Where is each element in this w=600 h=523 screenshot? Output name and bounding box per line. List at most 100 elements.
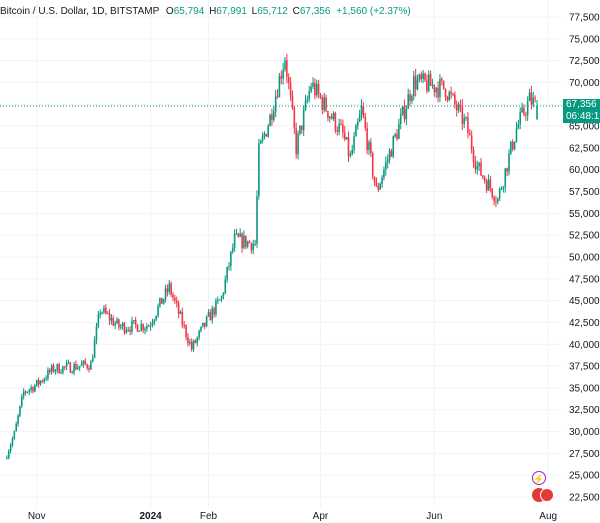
candle-body (366, 128, 368, 151)
candle-body (385, 162, 387, 170)
candle-body (506, 168, 508, 172)
candle-body (224, 279, 227, 294)
candle-body (418, 74, 421, 80)
candle-body (248, 241, 251, 244)
candle-body (377, 186, 380, 190)
candle-body (241, 233, 243, 248)
candle-body (134, 320, 137, 325)
candle-body (390, 150, 393, 157)
candle-body (312, 82, 314, 87)
candle-body (43, 379, 45, 382)
candle-body (480, 162, 482, 176)
candle-body (263, 133, 266, 137)
candle-body (82, 360, 85, 365)
candle-body (190, 341, 193, 350)
candle-body (386, 159, 389, 163)
candle-body (125, 330, 128, 333)
candle-body (299, 125, 301, 134)
candle-body (472, 150, 475, 162)
candle-body (136, 324, 139, 332)
price-tick-label: 77,500 (569, 13, 600, 24)
candle-body (487, 179, 490, 191)
candle-body (259, 140, 262, 144)
price-tick-label: 60,000 (569, 165, 600, 176)
candle-body (526, 101, 529, 116)
candle-body (75, 363, 77, 370)
candle-body (429, 74, 432, 86)
candle-body (211, 308, 213, 321)
candle-body (217, 299, 219, 301)
candle-body (213, 308, 215, 315)
lightning-icon[interactable]: ⚡ (532, 471, 546, 485)
candle-body (147, 326, 150, 328)
candle-body (69, 362, 72, 373)
candle-body (144, 328, 146, 331)
candle-body (153, 319, 156, 323)
candle-body (536, 105, 538, 120)
candle-body (482, 175, 484, 178)
candle-body (502, 187, 505, 189)
candle-body (368, 141, 370, 151)
candle-body (220, 296, 223, 300)
time-tick-label: Jun (426, 511, 442, 522)
candle-body (401, 106, 404, 115)
us-flag-icon-secondary[interactable] (540, 488, 554, 502)
candle-body (362, 106, 365, 117)
candle-body (196, 337, 199, 343)
candle-body (45, 378, 47, 380)
candle-body (463, 117, 465, 124)
candle-body (411, 95, 413, 102)
candle-body (28, 389, 31, 392)
close-label: C (292, 6, 300, 17)
low-value: 65,712 (257, 6, 288, 17)
candle-body (71, 372, 73, 374)
candle-body (194, 340, 197, 343)
candle-body (15, 423, 17, 432)
candle-body (433, 84, 436, 93)
candle-body (452, 94, 454, 96)
candle-body (24, 391, 27, 393)
candle-body (22, 391, 25, 397)
candle-body (95, 326, 98, 341)
candle-body (321, 97, 324, 110)
time-tick-label: Aug (539, 511, 557, 522)
candle-body (297, 133, 299, 155)
candle-body (209, 312, 212, 321)
candle-body (256, 196, 258, 244)
candle-body (351, 149, 353, 155)
candle-body (534, 97, 536, 99)
candle-body (183, 325, 185, 327)
candle-body (301, 125, 303, 131)
candle-body (175, 300, 178, 303)
candle-body (187, 337, 189, 344)
candle-body (105, 307, 107, 313)
candle-body (276, 96, 279, 98)
candle-body (41, 380, 44, 382)
candle-body (146, 326, 148, 329)
price-tick-label: 30,000 (569, 427, 600, 438)
chart-legend: Bitcoin / U.S. Dollar, 1D, BITSTAMP O65,… (0, 6, 411, 17)
candle-body (398, 123, 400, 139)
candle-body (11, 438, 14, 446)
candle-body (461, 105, 464, 124)
candle-body (129, 329, 131, 332)
candle-body (7, 451, 10, 458)
candle-body (67, 362, 70, 364)
candle-body (231, 247, 234, 252)
candle-body (469, 133, 471, 136)
candle-body (435, 87, 437, 93)
candle-body (90, 361, 92, 370)
candle-body (9, 445, 12, 452)
candle-body (73, 363, 75, 373)
candle-body (205, 316, 208, 327)
candle-body (457, 104, 460, 111)
candle-body (35, 379, 38, 386)
candle-body (245, 235, 247, 247)
candle-body (338, 123, 340, 132)
candle-body (519, 112, 521, 125)
candle-body (532, 97, 535, 105)
candle-body (459, 104, 462, 106)
candle-body (396, 134, 398, 139)
candle-body (39, 380, 42, 385)
